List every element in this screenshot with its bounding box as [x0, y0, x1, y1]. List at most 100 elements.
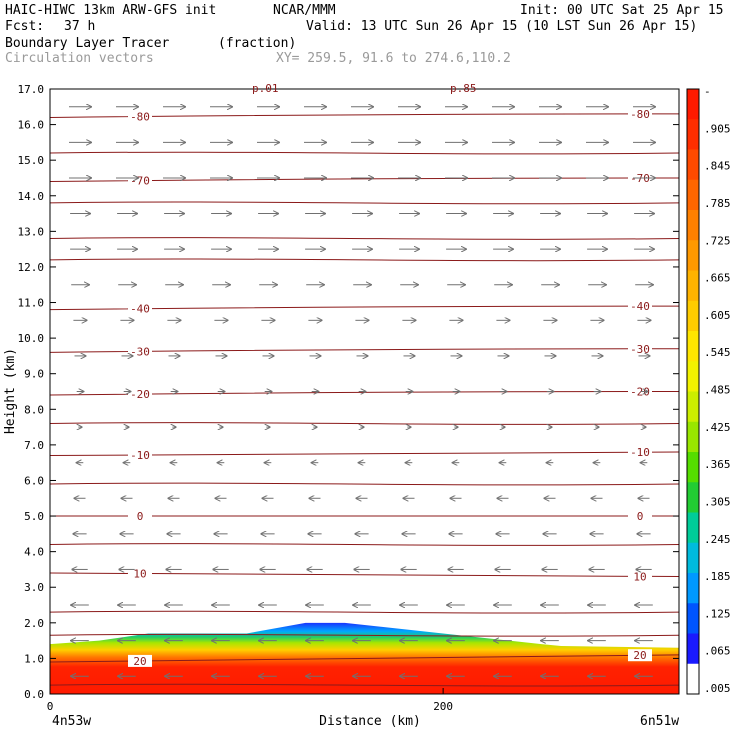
valid-time: Valid: 13 UTC Sun 26 Apr 15 (10 LST Sun …	[306, 19, 698, 34]
y-tick-label: 1.0	[24, 652, 44, 665]
contour-label-bg	[128, 110, 152, 123]
contour-label-bg	[628, 570, 652, 583]
colorbar-swatch	[687, 270, 699, 302]
y-tick-label: 5.0	[24, 510, 44, 523]
model-title: HAIC-HIWC 13km ARW-GFS init	[5, 3, 217, 18]
contour-label: -10	[130, 449, 150, 462]
colorbar-label: .125	[704, 607, 731, 620]
y-tick-label: 13.0	[18, 225, 45, 238]
colorbar-swatch	[687, 452, 699, 483]
y-tick-label: 0.0	[24, 688, 44, 701]
colorbar-label: .065	[704, 645, 731, 658]
colorbar-label: .725	[704, 234, 731, 247]
colorbar-label: -	[704, 85, 711, 98]
contour-label-bg	[128, 654, 152, 667]
contour-label: 20	[633, 649, 646, 662]
contour-label-bg	[128, 302, 152, 315]
y-axis-title: Height (km)	[3, 348, 18, 434]
temperature-contour	[50, 633, 679, 637]
left-endpoint-label: 4n53w	[52, 714, 91, 729]
contour-label: 0	[637, 510, 644, 523]
contour-label: -30	[130, 345, 150, 358]
contour-label-bg	[628, 446, 652, 459]
org-label: NCAR/MMM	[273, 3, 336, 18]
colorbar-swatch	[687, 663, 699, 695]
y-tick-label: 15.0	[18, 154, 45, 167]
colorbar-swatch	[687, 361, 699, 392]
temperature-contour	[50, 201, 679, 205]
temperature-contour	[50, 151, 679, 155]
colorbar-swatch	[687, 482, 699, 513]
contour-label-bg	[628, 107, 652, 120]
colorbar-swatch	[687, 573, 699, 604]
colorbar-label: .605	[704, 309, 731, 322]
init-time: Init: 00 UTC Sat 25 Apr 15	[520, 3, 724, 18]
contour-label: -40	[630, 300, 650, 313]
x-tick-label: 200	[433, 700, 453, 713]
contour-label-bg	[128, 387, 152, 400]
contour-label: -30	[630, 343, 650, 356]
temperature-contour	[50, 543, 679, 546]
contour-label: 10	[633, 570, 646, 583]
field-units: (fraction)	[218, 36, 297, 51]
colorbar-label: .245	[704, 533, 731, 546]
contour-label: -80	[130, 110, 150, 123]
colorbar-swatch	[687, 512, 699, 544]
contour-label-bg	[628, 510, 652, 523]
colorbar-label: .365	[704, 458, 731, 471]
y-tick-label: 4.0	[24, 546, 44, 559]
colorbar-swatch	[687, 421, 699, 453]
field-name: Boundary Layer Tracer	[5, 36, 170, 51]
y-tick-label: 2.0	[24, 617, 44, 630]
colorbar-label: .305	[704, 495, 731, 508]
contour-label: -40	[130, 303, 150, 316]
forecast-label: Fcst:	[5, 19, 45, 34]
vector-label: Circulation vectors	[5, 51, 154, 66]
contour-label-bg	[128, 449, 152, 462]
colorbar-label: .545	[704, 346, 731, 359]
contour-label: 20	[133, 655, 146, 668]
y-tick-label: 14.0	[18, 190, 45, 203]
contour-label-bg	[628, 342, 652, 355]
colorbar-swatch	[687, 119, 699, 150]
contour-label-bg	[628, 649, 652, 662]
colorbar-label: .845	[704, 160, 731, 173]
colorbar-label: .005	[704, 682, 731, 695]
top-label-right: p.85	[450, 82, 477, 95]
temperature-contour	[50, 683, 679, 687]
colorbar-swatch	[687, 331, 699, 362]
temperature-contour	[50, 422, 679, 425]
colorbar-label: .425	[704, 421, 731, 434]
colorbar-label: .665	[704, 272, 731, 285]
temperature-contour	[50, 258, 679, 262]
cross-section-endpoints: XY= 259.5, 91.6 to 274.6,110.2	[276, 51, 511, 66]
colorbar-swatch	[687, 391, 699, 423]
colorbar-swatch	[687, 210, 699, 241]
colorbar-label: .185	[704, 570, 731, 583]
y-tick-label: 6.0	[24, 474, 44, 487]
colorbar-swatch	[687, 240, 699, 271]
contour-label: -10	[630, 446, 650, 459]
y-tick-label: 16.0	[18, 119, 45, 132]
colorbar-label: .905	[704, 122, 731, 135]
y-tick-label: 7.0	[24, 439, 44, 452]
contour-label-bg	[128, 345, 152, 358]
colorbar-swatch	[687, 300, 699, 332]
temperature-contour	[50, 237, 679, 240]
y-tick-label: 17.0	[18, 83, 45, 96]
right-endpoint-label: 6n51w	[640, 714, 679, 729]
temperature-contour	[50, 610, 679, 614]
colorbar-swatch	[687, 633, 699, 665]
contour-label-bg	[128, 567, 152, 580]
y-tick-label: 10.0	[18, 332, 45, 345]
contour-label: 10	[133, 568, 146, 581]
colorbar-swatch	[687, 603, 699, 634]
colorbar-frame	[686, 88, 700, 695]
colorbar-label: .785	[704, 197, 731, 210]
contour-label: -80	[630, 108, 650, 121]
temperature-contour	[50, 482, 679, 486]
contour-label: 0	[137, 510, 144, 523]
y-tick-label: 11.0	[18, 297, 45, 310]
colorbar-swatch	[687, 179, 699, 211]
